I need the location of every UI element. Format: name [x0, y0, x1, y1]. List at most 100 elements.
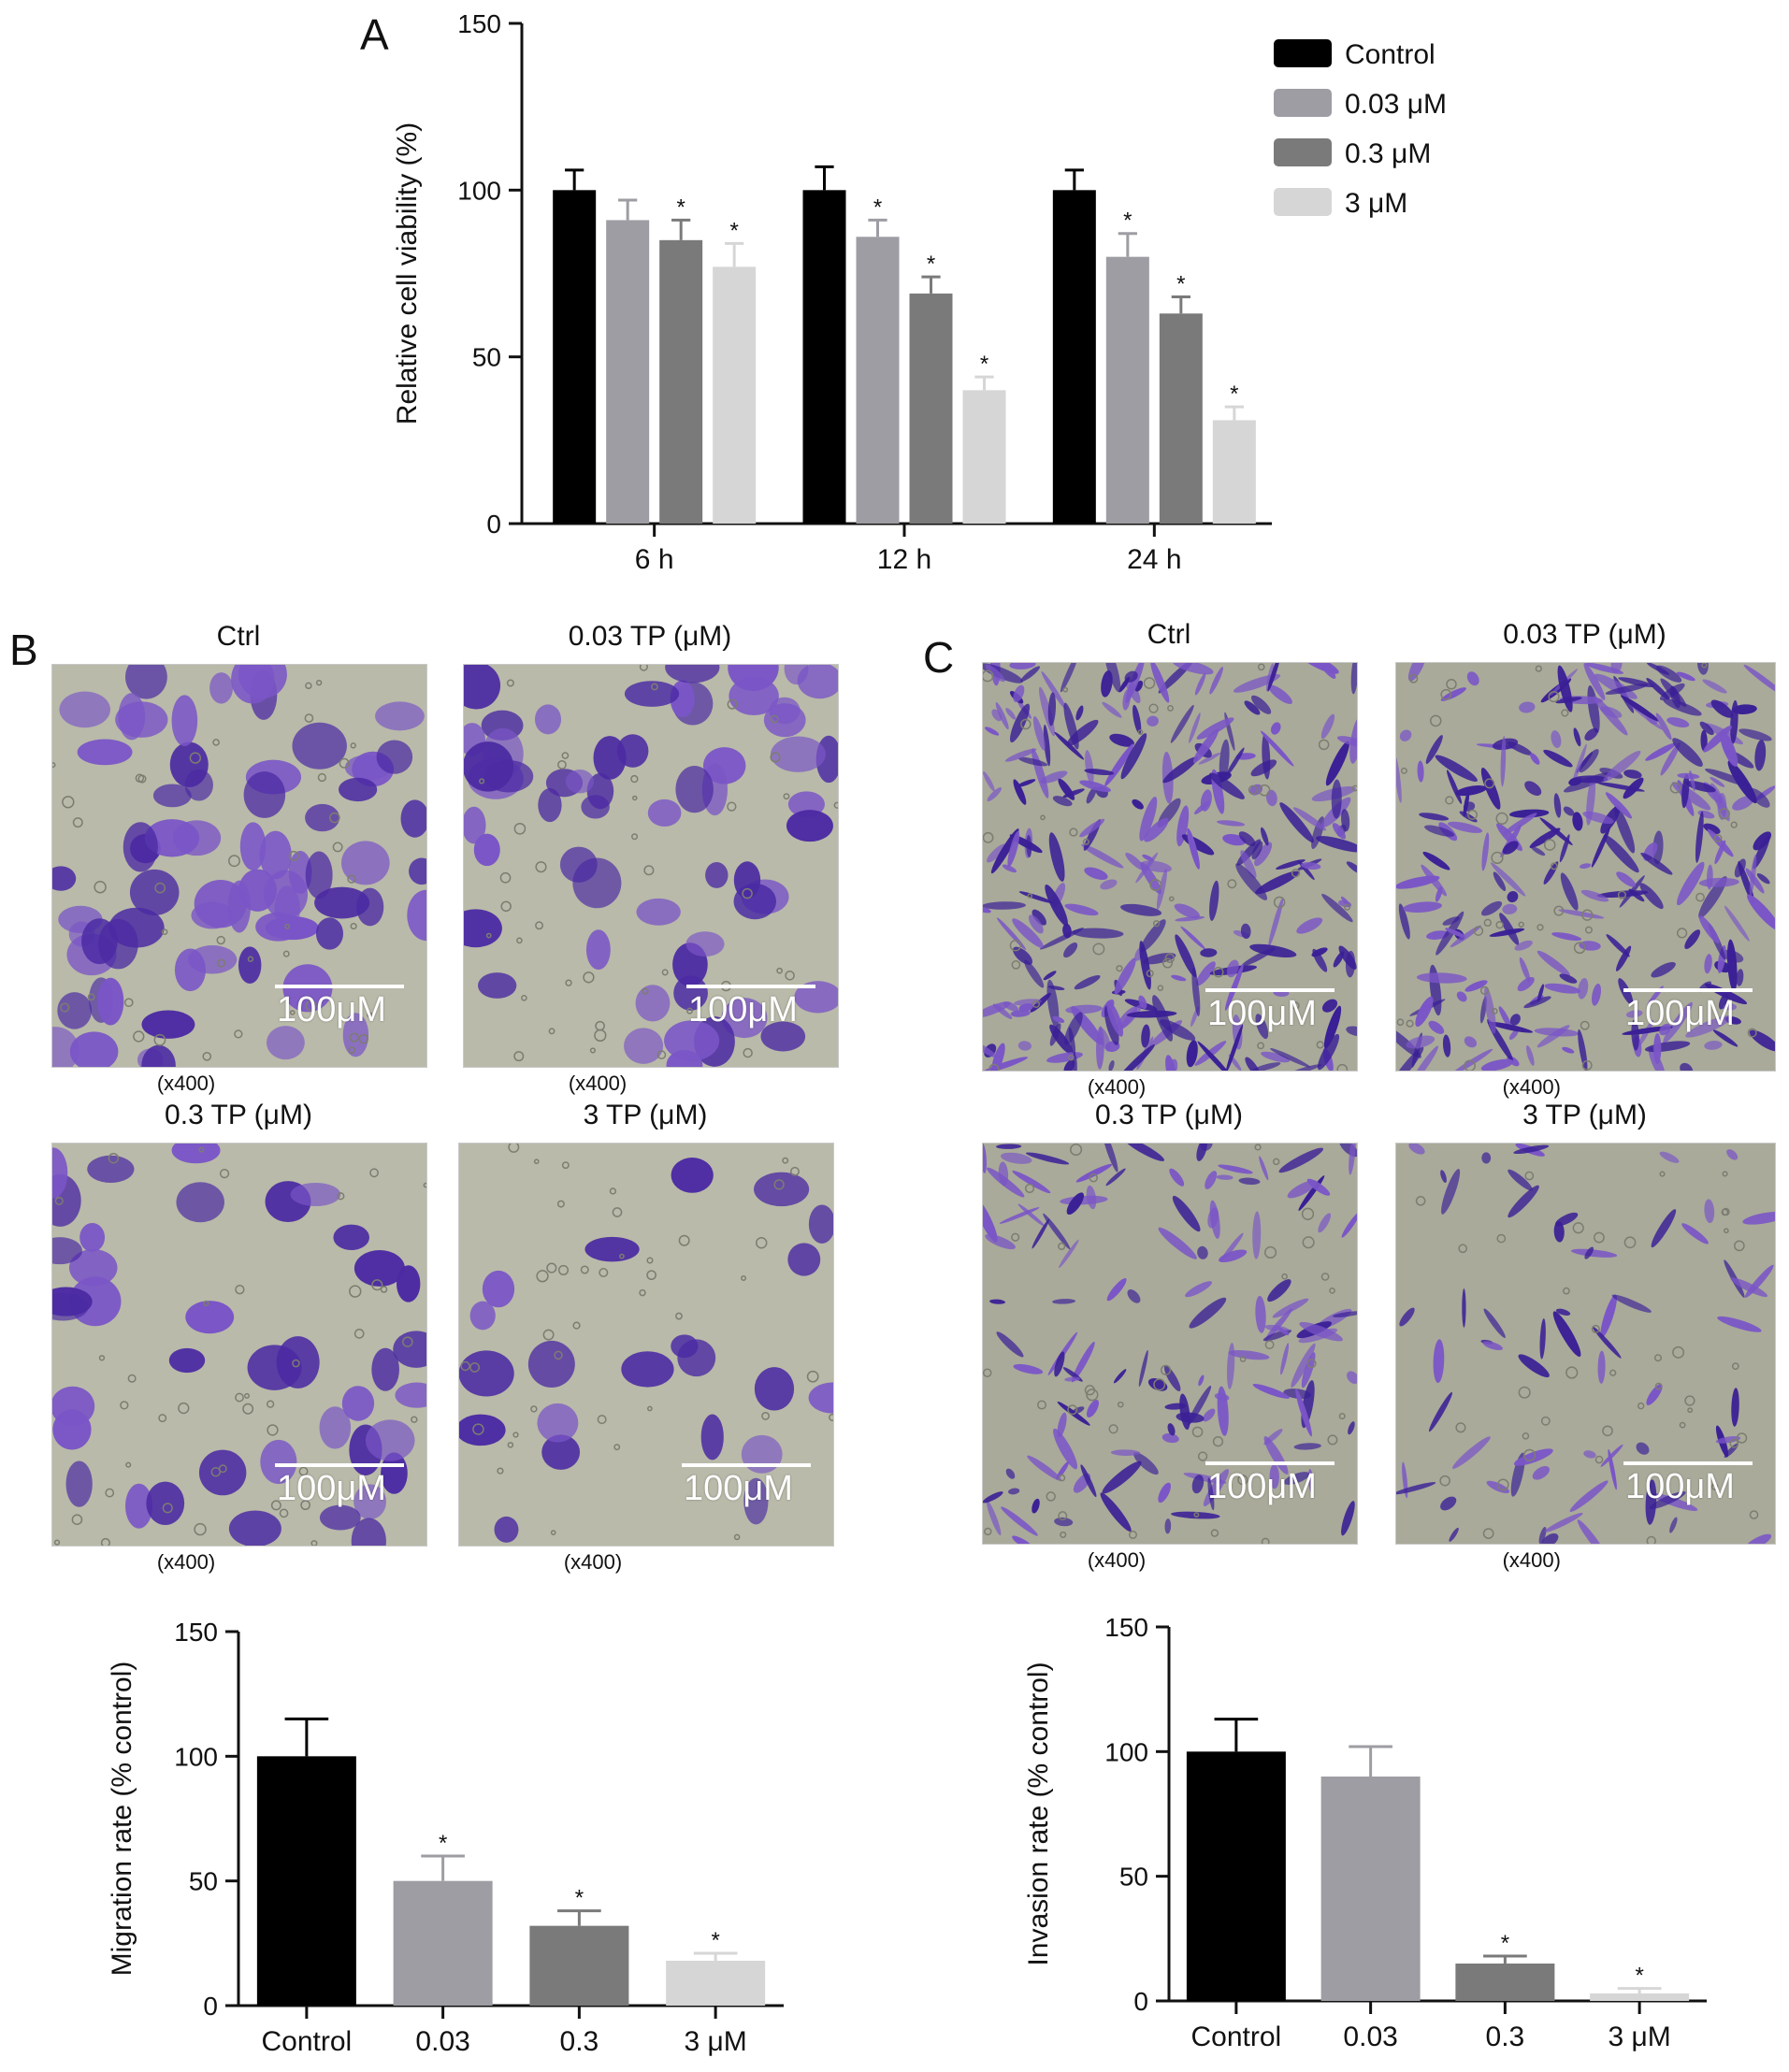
granule	[120, 1401, 129, 1410]
cell-blob	[1524, 781, 1542, 796]
cell-blob	[266, 1026, 305, 1060]
cell-blob	[991, 709, 1003, 722]
cell-blob	[1066, 1192, 1084, 1216]
cell-blob	[616, 734, 649, 768]
cell-blob	[1649, 1491, 1686, 1509]
cell-blob	[1350, 663, 1357, 695]
granule	[60, 1002, 70, 1013]
cell-blob	[1744, 1264, 1774, 1298]
granule	[1537, 924, 1544, 931]
granule	[1327, 1434, 1338, 1446]
scale-bar	[686, 985, 815, 988]
cell-blob	[983, 1197, 998, 1243]
cell-blob	[1056, 1461, 1070, 1480]
granule	[513, 1051, 525, 1062]
cell-blob	[1582, 811, 1614, 825]
cell-blob	[1301, 1352, 1316, 1389]
micrograph-texture	[459, 1144, 833, 1543]
cell-blob	[1270, 722, 1281, 735]
granule	[1143, 677, 1156, 689]
cell-blob	[1108, 1059, 1115, 1071]
cell-blob	[1456, 991, 1467, 1002]
cell-blob	[786, 810, 833, 842]
cell-blob	[1712, 1029, 1739, 1047]
cell-blob	[1346, 861, 1357, 875]
cell-blob	[1508, 1169, 1533, 1191]
cell-blob	[238, 665, 287, 698]
granule	[773, 1179, 785, 1190]
cell-blob	[339, 777, 378, 802]
cell-blob	[1519, 957, 1531, 983]
granule	[770, 714, 779, 724]
cell-blob	[1278, 1147, 1324, 1173]
cell-blob	[1172, 1195, 1201, 1232]
bar	[606, 220, 650, 524]
granule	[565, 979, 572, 986]
cell-blob	[478, 972, 517, 999]
cell-blob	[1109, 733, 1134, 747]
granule	[1146, 970, 1154, 978]
micrograph-texture	[1396, 663, 1775, 1071]
cell-blob	[407, 889, 426, 942]
cell-blob	[1147, 1378, 1168, 1391]
cell-blob	[1086, 1400, 1099, 1417]
cell-blob	[1707, 828, 1734, 857]
granule	[1164, 953, 1176, 964]
cell-blob	[983, 770, 995, 792]
cell-blob	[1012, 1170, 1051, 1194]
granule	[282, 950, 290, 957]
cell-blob	[1544, 1512, 1583, 1532]
granule	[1623, 1236, 1637, 1249]
cell-blob	[1441, 1169, 1461, 1215]
granule	[1273, 896, 1286, 909]
cell-blob	[1144, 817, 1169, 842]
cell-blob	[1032, 715, 1046, 751]
cell-blob	[77, 739, 133, 766]
granule	[1058, 1474, 1066, 1482]
granule	[1747, 1028, 1757, 1038]
cell-blob	[797, 665, 838, 699]
cell-blob	[1583, 1450, 1596, 1459]
granule	[1593, 1231, 1605, 1244]
cell-blob	[1672, 738, 1703, 767]
cell-blob	[565, 770, 595, 794]
cell-blob	[1139, 797, 1158, 842]
cell-blob	[1081, 843, 1124, 869]
cell-blob	[1048, 832, 1065, 882]
cell-blob	[1062, 923, 1072, 939]
cell-blob	[1164, 1518, 1172, 1534]
granule	[339, 757, 350, 769]
cell-blob	[1616, 871, 1637, 887]
granule	[1160, 1364, 1172, 1375]
granule	[1550, 862, 1558, 871]
cell-blob	[1730, 1277, 1768, 1298]
magnification-label: (x400)	[156, 1072, 216, 1095]
cell-blob	[1669, 1517, 1678, 1533]
granule	[161, 928, 168, 936]
granule	[613, 1444, 621, 1451]
cell-blob	[1611, 1294, 1652, 1313]
granule	[1082, 838, 1089, 845]
cell-blob	[1189, 712, 1201, 743]
granule	[162, 1503, 173, 1514]
cell-blob	[1261, 827, 1269, 846]
cell-blob	[1518, 1354, 1550, 1378]
granule	[203, 1300, 209, 1307]
cell-blob	[1207, 1207, 1219, 1229]
cell-blob	[1200, 948, 1218, 957]
cell-blob	[1396, 875, 1440, 889]
granule	[235, 1392, 244, 1403]
cell-blob	[68, 1248, 118, 1287]
cell-blob	[1333, 951, 1345, 968]
granule	[1261, 1537, 1270, 1544]
cell-blob	[986, 843, 1007, 863]
cell-blob	[1207, 1477, 1215, 1511]
granule	[1458, 1244, 1468, 1254]
cell-blob	[396, 1265, 421, 1302]
cell-blob	[1399, 729, 1412, 741]
cell-blob	[1655, 712, 1672, 741]
cell-blob	[1704, 954, 1712, 974]
cell-blob	[340, 841, 390, 885]
significance-marker: *	[439, 1831, 447, 1856]
bar	[713, 266, 757, 524]
